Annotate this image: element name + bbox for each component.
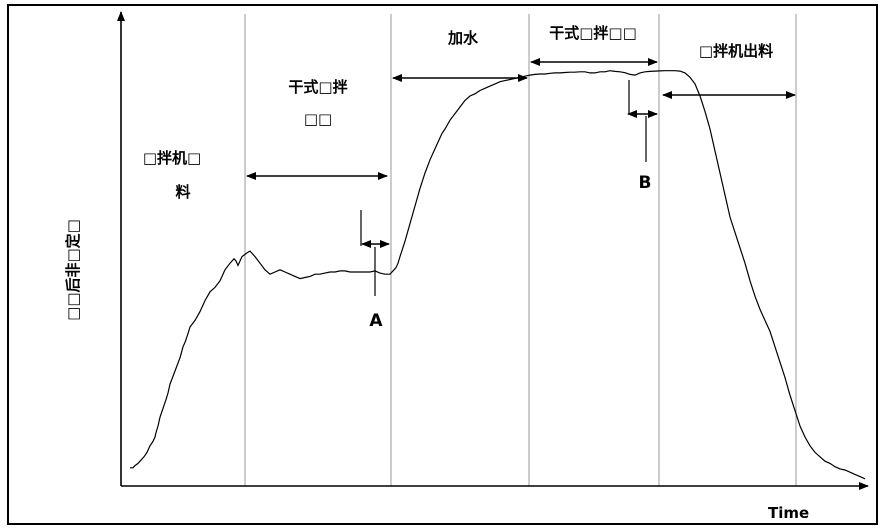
series-line [130,70,866,480]
phase-2-label-line1: 干式□拌 [288,78,347,96]
chart-frame [7,4,878,525]
phase-2-label-line2: □□ [304,110,332,128]
phase-1-label-line2: 料 [175,183,190,201]
interval-arrows [246,58,796,296]
phase-1-label-line1: □拌机□ [143,149,201,167]
marker-b-label: B [639,173,652,193]
phase-4-label: 干式□拌□□ [549,24,637,42]
phase-5-label: □拌机出料 [699,42,773,60]
phase-separators [244,14,797,486]
phase-3-label: 加水 [447,29,479,47]
x-axis-label: Time [768,504,809,522]
y-axis-label: □□后非□定□ [64,219,82,321]
marker-a-label: A [369,311,383,331]
